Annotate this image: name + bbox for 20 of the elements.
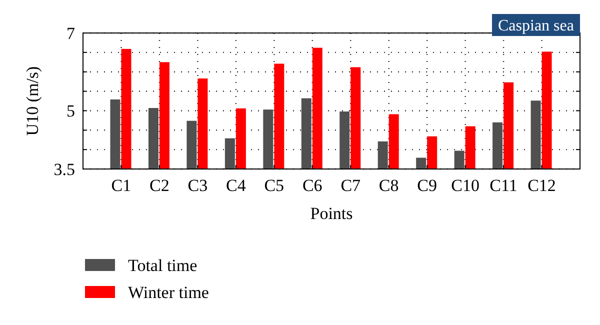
x-tick-label: C7 — [340, 176, 362, 195]
x-tick-label: C2 — [150, 176, 170, 195]
legend-label: Winter time — [128, 282, 209, 302]
x-tick-label: C12 — [528, 176, 556, 195]
x-tick-label: C8 — [378, 176, 399, 195]
x-tick-label: C11 — [490, 176, 518, 195]
x-tick-label: C5 — [264, 176, 284, 195]
y-tick-label: 7 — [66, 24, 76, 43]
x-tick-label: C10 — [451, 176, 480, 195]
x-tick-label: C3 — [188, 176, 208, 195]
x-tick-label: C4 — [226, 176, 246, 195]
y-tick-label: 3.5 — [54, 160, 75, 179]
y-tick-label: 5 — [66, 102, 75, 121]
x-axis-title: Points — [310, 204, 353, 223]
y-axis-title: U10 (m/s) — [23, 66, 42, 136]
x-tick-label: C6 — [302, 176, 322, 195]
annotation: Caspian sea — [498, 18, 574, 35]
legend-label: Total time — [128, 256, 198, 275]
x-tick-label: C1 — [111, 176, 132, 195]
x-tick-label: C9 — [417, 176, 437, 195]
